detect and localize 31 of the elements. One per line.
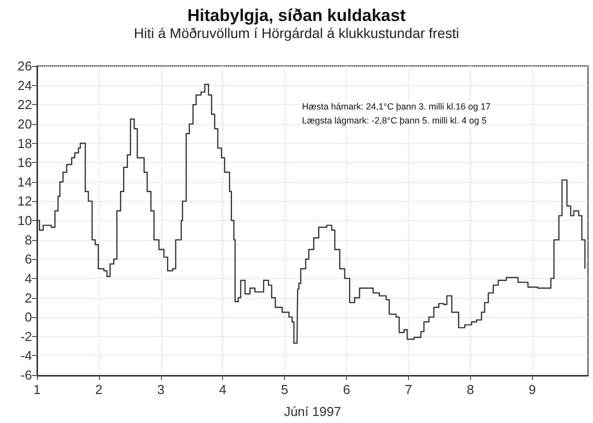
x-tick-label: 3	[157, 382, 164, 397]
y-tick-label: 16	[18, 155, 32, 170]
y-tick-label: 12	[18, 194, 32, 209]
y-tick-label: 26	[18, 58, 32, 74]
x-tick-label: 7	[404, 382, 412, 397]
x-tick-label: 5	[281, 382, 288, 397]
y-tick-label: 24	[18, 78, 32, 93]
y-tick-label: 0	[24, 310, 32, 325]
x-tick-label: 8	[466, 382, 474, 397]
x-axis-title: Júní 1997	[284, 404, 342, 419]
chart-subtitle: Hiti á Möðruvöllum í Hörgárdal á klukkustundar fresti	[134, 25, 460, 41]
chart-title: Hitabylgja, síðan kuldakast	[187, 6, 406, 25]
y-tick-label: 10	[18, 213, 32, 228]
x-tick-label: 4	[219, 382, 226, 397]
x-tick-label: 1	[33, 382, 41, 397]
y-tick-label: 14	[18, 174, 32, 190]
y-tick-label: 4	[24, 270, 32, 286]
x-tick-label: 9	[528, 382, 536, 397]
y-tick-label: 18	[18, 136, 32, 151]
y-tick-label: 8	[24, 232, 32, 248]
annotation: Lægsta lágmark: -2,8°C þann 5. milli kl. 4 og 5	[302, 116, 487, 126]
y-tick-label: -6	[20, 368, 32, 382]
y-tick-label: 22	[18, 97, 32, 112]
y-tick-label: -4	[20, 348, 32, 364]
y-tick-label: 6	[24, 252, 32, 267]
annotation: Hæsta hámark: 24,1°C þann 3. milli kl.16 og 17	[302, 102, 491, 112]
y-tick-label: -2	[20, 328, 32, 344]
x-tick-label: 2	[95, 382, 103, 397]
y-tick-label: 2	[24, 290, 32, 306]
y-tick-label: 20	[18, 116, 32, 132]
x-tick-label: 6	[342, 382, 350, 397]
